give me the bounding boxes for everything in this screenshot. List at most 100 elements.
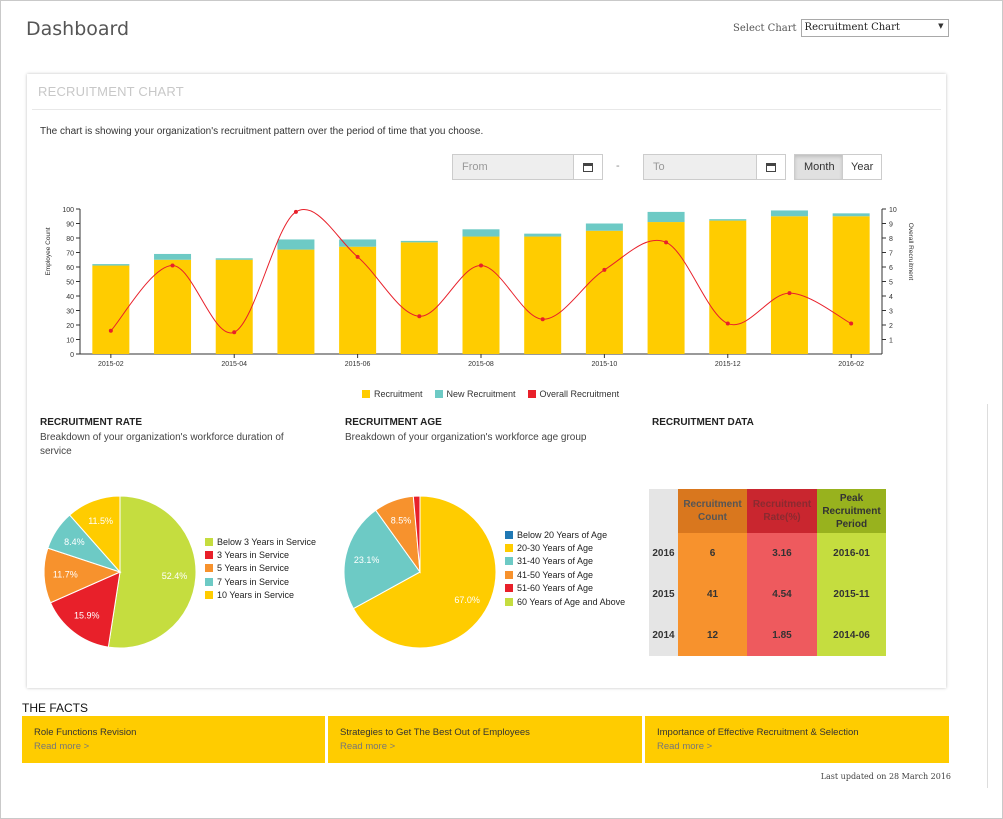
month-toggle-button[interactable]: Month	[794, 154, 843, 180]
bar-new-recruitment	[462, 229, 500, 237]
legend-item[interactable]: Below 20 Years of Age	[505, 528, 625, 541]
read-more-link[interactable]: Read more >	[657, 741, 713, 752]
legend-label: New Recruitment	[446, 389, 516, 399]
legend-item[interactable]: 10 Years in Service	[205, 589, 316, 602]
x-tick-label: 2015-08	[468, 361, 494, 368]
overall-recruitment-point	[787, 291, 792, 296]
table-header-cell: Recruitment Count	[678, 489, 747, 533]
table-cell: 2015	[649, 574, 678, 615]
table-cell: 41	[678, 574, 747, 615]
fact-title: Strategies to Get The Best Out of Employ…	[340, 727, 530, 738]
table-header-cell: Recruitment Rate(%)	[747, 489, 817, 533]
pie-slice	[343, 509, 421, 610]
recruitment-chart-card: RECRUITMENT CHART The chart is showing y…	[27, 74, 946, 688]
legend-item[interactable]: 31-40 Years of Age	[505, 555, 625, 568]
pie-slice	[352, 495, 497, 649]
table-row: 2014 12 1.85 2014-06	[649, 615, 886, 656]
legend-item[interactable]: Below 3 Years in Service	[205, 535, 316, 548]
legend-swatch	[205, 537, 213, 546]
legend-item[interactable]: 7 Years in Service	[205, 575, 316, 588]
recruitment-age-legend: Below 20 Years of Age 20-30 Years of Age 3…	[505, 528, 625, 608]
read-more-link[interactable]: Read more >	[34, 741, 90, 752]
legend-label: 31-40 Years of Age	[517, 556, 594, 567]
y-tick-label: 40	[66, 294, 74, 301]
legend-label: 51-60 Years of Age	[517, 583, 594, 594]
year-toggle-button[interactable]: Year	[842, 154, 882, 180]
table-cell: 4.54	[747, 574, 817, 615]
legend-swatch	[205, 551, 213, 560]
y-tick-label: 10	[66, 338, 74, 345]
recruitment-rate-title: RECRUITMENT RATE	[40, 417, 143, 428]
legend-item[interactable]: Overall Recruitment	[527, 389, 619, 399]
recruitment-age-pie: 67.0% 23.1% 8.5%	[343, 495, 497, 649]
chart-select[interactable]: Recruitment Chart ▼	[800, 19, 949, 37]
y-tick-label: 80	[66, 236, 74, 243]
table-cell: 2014	[649, 615, 678, 656]
bar-recruitment	[462, 236, 500, 354]
y2-tick-label: 2	[889, 323, 893, 330]
legend-label: 7 Years in Service	[217, 576, 290, 587]
bar-new-recruitment	[400, 240, 438, 243]
y-tick-label: 70	[66, 251, 74, 258]
overall-recruitment-point	[849, 321, 854, 326]
fact-card[interactable]: Strategies to Get The Best Out of Employ…	[328, 716, 642, 763]
legend-item[interactable]: 60 Years of Age and Above	[505, 595, 625, 608]
overall-recruitment-point	[293, 209, 298, 214]
table-row: 2016 6 3.16 2016-01	[649, 533, 886, 574]
legend-label: 20-30 Years of Age	[517, 543, 594, 554]
pie-slice	[49, 571, 121, 648]
pie-slice-label: 15.9%	[74, 610, 100, 620]
facts-title: THE FACTS	[22, 701, 89, 715]
overall-recruitment-point	[725, 321, 730, 326]
x-tick-label: 2015-12	[715, 361, 741, 368]
divider	[32, 109, 941, 110]
recruitment-age-title: RECRUITMENT AGE	[345, 417, 442, 428]
legend-item[interactable]: 5 Years in Service	[205, 562, 316, 575]
fact-card[interactable]: Importance of Effective Recruitment & Se…	[645, 716, 949, 763]
legend-item[interactable]: 20-30 Years of Age	[505, 541, 625, 554]
legend-item[interactable]: 41-50 Years of Age	[505, 568, 625, 581]
bar-new-recruitment	[277, 239, 315, 250]
x-tick-label: 2015-02	[98, 361, 124, 368]
legend-swatch	[527, 390, 536, 398]
pie-slice-label: 23.1%	[354, 555, 380, 565]
bar-new-recruitment	[709, 219, 747, 221]
legend-swatch	[505, 597, 513, 606]
to-date-input[interactable]: To	[643, 154, 757, 180]
legend-item[interactable]: 51-60 Years of Age	[505, 582, 625, 595]
legend-swatch	[362, 390, 370, 398]
read-more-link[interactable]: Read more >	[340, 741, 396, 752]
table-cell: 2016-01	[817, 533, 886, 574]
pie-slice-label: 11.5%	[88, 516, 113, 526]
from-date-input[interactable]: From	[452, 154, 574, 180]
x-tick-label: 2015-04	[221, 361, 247, 368]
bar-recruitment	[154, 259, 192, 354]
pie-slice-label: 8.5%	[391, 516, 412, 526]
bar-new-recruitment	[770, 210, 808, 217]
legend-item[interactable]: New Recruitment	[434, 389, 516, 399]
x-tick-label: 2015-06	[345, 361, 371, 368]
y-tick-label: 90	[66, 222, 74, 229]
legend-swatch	[205, 564, 213, 573]
legend-label: 10 Years in Service	[217, 590, 295, 601]
page-title: Dashboard	[26, 18, 130, 40]
y-tick-label: 100	[62, 207, 74, 214]
y2-tick-label: 5	[889, 280, 893, 287]
from-calendar-button[interactable]	[573, 154, 603, 180]
pie-slice	[68, 495, 121, 574]
pie-slice-label: 8.4%	[64, 537, 85, 547]
to-calendar-button[interactable]	[756, 154, 786, 180]
fact-title: Importance of Effective Recruitment & Se…	[657, 727, 859, 738]
legend-swatch	[505, 544, 513, 553]
card-description: The chart is showing your organization's…	[40, 126, 484, 137]
y2-tick-label: 9	[889, 222, 893, 229]
overall-recruitment-point	[664, 240, 669, 245]
divider	[987, 404, 988, 788]
table-row: 2015 41 4.54 2015-11	[649, 574, 886, 615]
x-tick-label: 2015-10	[592, 361, 618, 368]
pie-slice-label: 52.4%	[162, 571, 188, 581]
legend-item[interactable]: Recruitment	[362, 389, 423, 399]
legend-item[interactable]: 3 Years in Service	[205, 548, 316, 561]
fact-card[interactable]: Role Functions Revision Read more >	[22, 716, 325, 763]
overall-recruitment-point	[479, 263, 483, 268]
